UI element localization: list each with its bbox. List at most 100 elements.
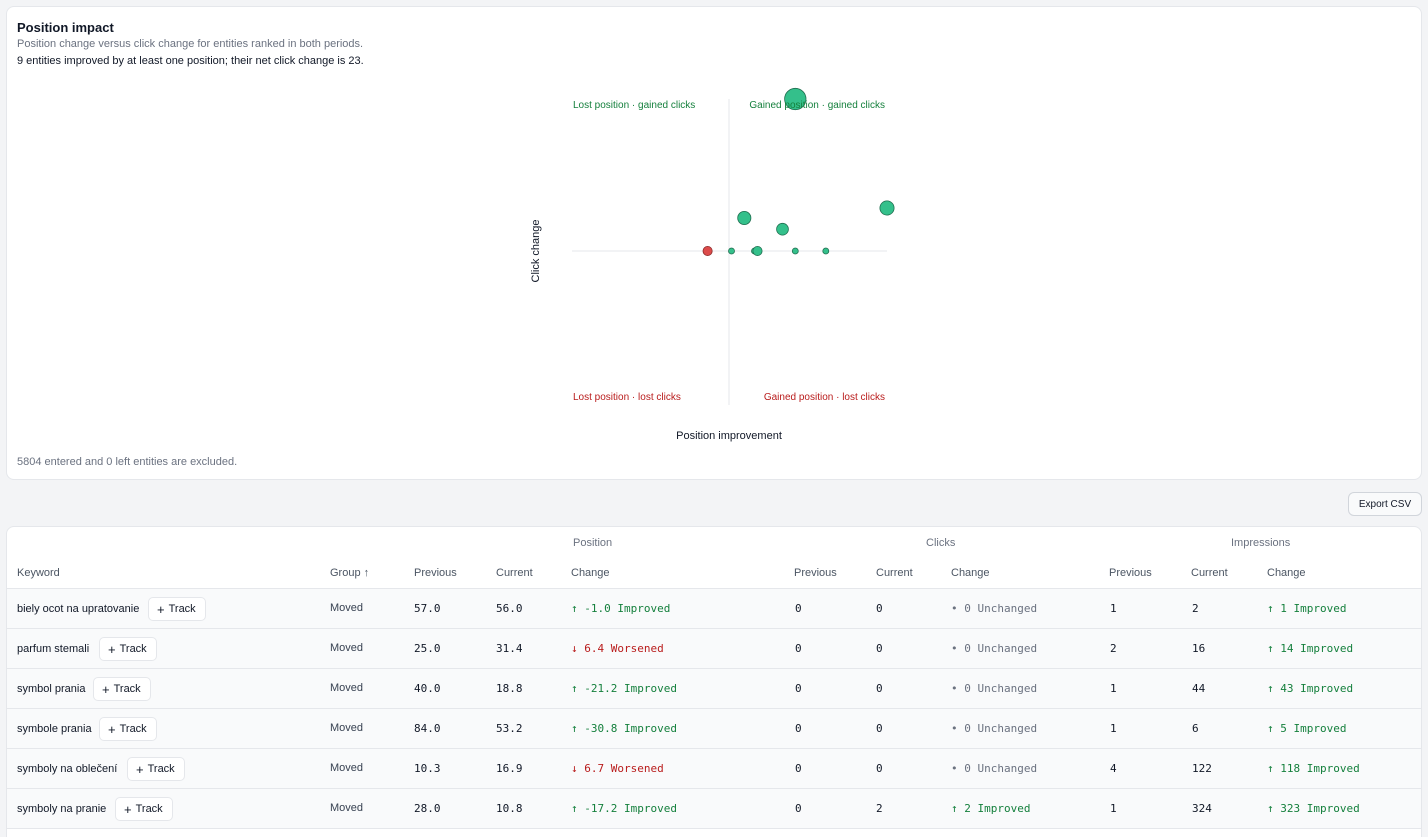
- clicks-change-cell: ↑ 2 Improved: [951, 802, 1031, 815]
- impressions-change-cell: ↑ 43 Improved: [1267, 682, 1354, 695]
- keyword-cell: parfum stemali: [17, 643, 90, 655]
- track-keyword-button[interactable]: + Track: [148, 597, 206, 621]
- column-header-impressions-current[interactable]: Current: [1191, 567, 1228, 579]
- position-change-cell: ↑ -30.8 Improved: [571, 722, 677, 735]
- position-previous-cell: 57.0: [414, 602, 441, 615]
- scatter-point[interactable]: [879, 200, 895, 216]
- scatter-points: [702, 87, 895, 256]
- track-keyword-button[interactable]: + Track: [127, 757, 185, 781]
- group-header-position: Position: [573, 537, 613, 549]
- impressions-current-cell: 122: [1192, 762, 1212, 775]
- position-current-cell: 16.9: [496, 762, 523, 775]
- track-button-label: Track: [119, 643, 147, 655]
- scatter-point[interactable]: [776, 222, 789, 236]
- clicks-previous-cell: 0: [795, 602, 802, 615]
- x-axis-label: Position improvement: [676, 430, 782, 442]
- plus-icon: +: [102, 681, 110, 697]
- scatter-point[interactable]: [791, 247, 799, 255]
- position-change-cell: ↑ -17.2 Improved: [571, 802, 677, 815]
- impressions-previous-cell: 1: [1110, 682, 1117, 695]
- clicks-change-cell: • 0 Unchanged: [951, 642, 1038, 655]
- scatter-point[interactable]: [784, 87, 807, 111]
- position-previous-cell: 28.0: [414, 802, 441, 815]
- position-change-cell: ↓ 6.7 Worsened: [571, 762, 664, 775]
- export-csv-button[interactable]: Export CSV: [1348, 492, 1422, 516]
- position-impact-scatter: Lost position · gained clicks Gained pos…: [530, 87, 895, 442]
- impressions-change-cell: ↑ 14 Improved: [1267, 642, 1354, 655]
- position-current-cell: 53.2: [496, 722, 523, 735]
- clicks-previous-cell: 0: [795, 682, 802, 695]
- track-keyword-button[interactable]: + Track: [93, 677, 151, 701]
- position-current-cell: 56.0: [496, 602, 523, 615]
- column-header-keyword[interactable]: Keyword: [17, 567, 60, 579]
- impressions-previous-cell: 1: [1110, 722, 1117, 735]
- scatter-point[interactable]: [822, 247, 830, 255]
- column-header-position-change[interactable]: Change: [571, 567, 610, 579]
- impressions-previous-cell: 1: [1110, 602, 1117, 615]
- column-header-impressions-previous[interactable]: Previous: [1109, 567, 1152, 579]
- impressions-change-cell: ↑ 323 Improved: [1267, 802, 1360, 815]
- clicks-previous-cell: 0: [795, 642, 802, 655]
- track-keyword-button[interactable]: + Track: [99, 637, 157, 661]
- y-axis-label: Click change: [530, 220, 542, 283]
- quadrant-label-top-right: Gained position · gained clicks: [749, 100, 885, 111]
- table-row: symbole prania + Track Moved 84.0 53.2 ↑ -30.8…: [7, 709, 1421, 749]
- keyword-cell: biely ocot na upratovanie: [17, 603, 140, 615]
- clicks-current-cell: 0: [876, 602, 883, 615]
- group-cell: Moved: [330, 642, 364, 654]
- track-keyword-button[interactable]: + Track: [99, 717, 157, 741]
- clicks-change-cell: • 0 Unchanged: [951, 762, 1038, 775]
- group-cell: Moved: [330, 722, 364, 734]
- plus-icon: +: [157, 601, 165, 617]
- impressions-current-cell: 44: [1192, 682, 1206, 695]
- clicks-current-cell: 0: [876, 682, 883, 695]
- clicks-current-cell: 0: [876, 722, 883, 735]
- track-button-label: Track: [135, 803, 163, 815]
- impressions-previous-cell: 2: [1110, 642, 1117, 655]
- position-impact-card: Position impact Position change versus c…: [6, 6, 1422, 480]
- column-header-clicks-change[interactable]: Change: [951, 567, 990, 579]
- plus-icon: +: [136, 761, 144, 777]
- scatter-point[interactable]: [752, 245, 763, 256]
- column-header-clicks-previous[interactable]: Previous: [794, 567, 837, 579]
- impressions-change-cell: ↑ 1 Improved: [1267, 602, 1347, 615]
- impressions-current-cell: 324: [1192, 802, 1212, 815]
- track-button-label: Track: [113, 683, 141, 695]
- group-header-impressions: Impressions: [1231, 537, 1291, 549]
- group-cell: Moved: [330, 682, 364, 694]
- clicks-current-cell: 2: [876, 802, 883, 815]
- track-button-label: Track: [168, 603, 196, 615]
- track-keyword-button[interactable]: + Track: [115, 797, 173, 821]
- position-current-cell: 31.4: [496, 642, 523, 655]
- plus-icon: +: [124, 801, 132, 817]
- impressions-current-cell: 2: [1192, 602, 1199, 615]
- impressions-current-cell: 6: [1192, 722, 1199, 735]
- track-button-label: Track: [147, 763, 175, 775]
- clicks-previous-cell: 0: [795, 802, 802, 815]
- position-change-cell: ↓ 6.4 Worsened: [571, 642, 664, 655]
- table-row: symboly na oblečení + Track Moved 10.3 16.9 ↓ …: [7, 749, 1421, 789]
- clicks-change-cell: • 0 Unchanged: [951, 602, 1038, 615]
- card-subtitle: Position change versus click change for …: [17, 38, 364, 50]
- column-header-clicks-current[interactable]: Current: [876, 567, 913, 579]
- impressions-change-cell: ↑ 118 Improved: [1267, 762, 1360, 775]
- group-header-clicks: Clicks: [926, 537, 956, 549]
- quadrant-label-bottom-right: Gained position · lost clicks: [764, 392, 885, 403]
- group-cell: Moved: [330, 602, 364, 614]
- position-previous-cell: 84.0: [414, 722, 441, 735]
- column-header-position-current[interactable]: Current: [496, 567, 533, 579]
- scatter-point[interactable]: [737, 210, 752, 225]
- plus-icon: +: [108, 721, 116, 737]
- scatter-point[interactable]: [702, 245, 713, 256]
- impressions-previous-cell: 4: [1110, 762, 1117, 775]
- scatter-point[interactable]: [728, 247, 735, 255]
- position-previous-cell: 25.0: [414, 642, 441, 655]
- column-header-position-previous[interactable]: Previous: [414, 567, 457, 579]
- clicks-current-cell: 0: [876, 642, 883, 655]
- column-header-group[interactable]: Group ↑: [330, 567, 370, 579]
- clicks-change-cell: • 0 Unchanged: [951, 722, 1038, 735]
- column-header-impressions-change[interactable]: Change: [1267, 567, 1306, 579]
- card-title: Position impact: [17, 20, 114, 35]
- quadrant-label-top-left: Lost position · gained clicks: [573, 100, 695, 111]
- excluded-footnote: 5804 entered and 0 left entities are exc…: [17, 456, 238, 468]
